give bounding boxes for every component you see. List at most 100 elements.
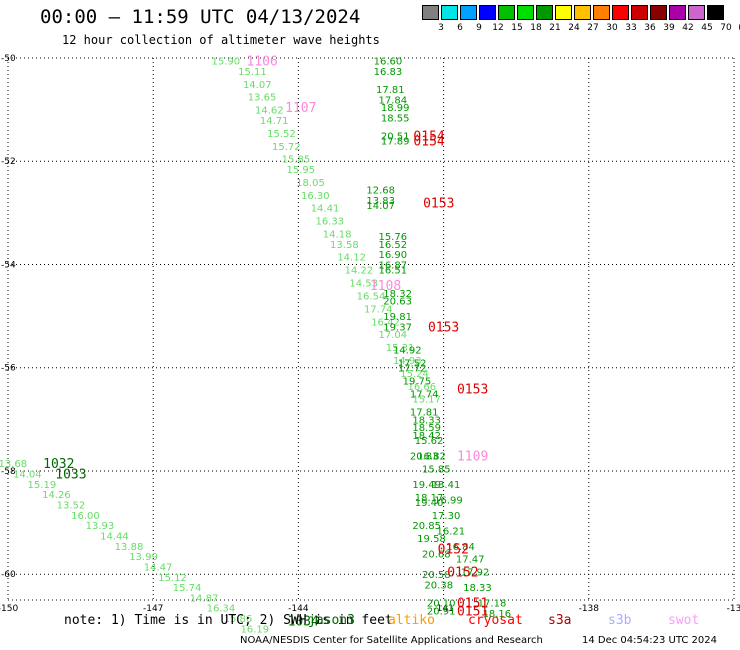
time-label: 1106 xyxy=(246,55,277,70)
x-tick-label: -13 xyxy=(727,604,740,614)
swh-value-label: 16.54 xyxy=(357,291,386,302)
time-label: 0151 xyxy=(457,604,488,619)
time-label: 0151 xyxy=(457,597,488,612)
swh-value-label: 16.66 xyxy=(407,382,436,393)
time-label: 0153 xyxy=(457,382,488,397)
swh-value-label: 15.90 xyxy=(211,57,240,68)
swh-value-label: 15.12 xyxy=(158,573,187,584)
swh-value-label: 13.68 xyxy=(0,459,27,470)
swh-value-label: 15.24 xyxy=(400,369,429,380)
swh-value-label: 18.99 xyxy=(381,103,410,114)
colorbar-label: 15 xyxy=(511,23,523,33)
x-tick-label: -147 xyxy=(143,604,163,614)
swh-value-label: 15.76 xyxy=(378,232,407,243)
chart-subtitle: 12 hour collection of altimeter wave hei… xyxy=(62,33,380,47)
time-label: 1033 xyxy=(55,468,86,483)
colorbar-swatch xyxy=(517,5,534,20)
time-label: 0153 xyxy=(428,320,459,335)
swh-value-label: 20.63 xyxy=(383,297,412,308)
colorbar-label: 27 xyxy=(587,23,599,33)
swh-value-label: 14.04 xyxy=(13,470,42,481)
swh-value-label: 14.41 xyxy=(311,204,340,215)
swh-value-label: 18.16 xyxy=(483,609,512,620)
colorbar-swatch xyxy=(707,5,724,20)
x-tick-label: -141 xyxy=(433,604,453,614)
time-label: 1107 xyxy=(285,101,316,116)
swh-value-label: 14.44 xyxy=(100,531,129,542)
chart-title: 00:00 – 11:59 UTC 04/13/2024 xyxy=(40,6,361,28)
swh-value-label: 14.22 xyxy=(345,266,374,277)
colorbar-label: 30 xyxy=(606,23,618,33)
swh-value-label: 15.72 xyxy=(272,142,301,153)
colorbar-label: 24 xyxy=(568,23,580,33)
legend-note: note: 1) Time is in UTC; 2) SWH is in fe… xyxy=(64,613,393,628)
colorbar-swatch xyxy=(555,5,572,20)
swh-value-label: 13.65 xyxy=(248,93,277,104)
swh-value-label: 16.90 xyxy=(378,250,407,261)
swh-value-label: 20.58 xyxy=(422,570,451,581)
swh-value-label: 16.82 xyxy=(417,451,446,462)
satellite-legend-altiko: altiko xyxy=(388,613,435,628)
colorbar-label: 12 xyxy=(492,23,504,33)
colorbar-swatch xyxy=(593,5,610,20)
swh-value-label: 14.71 xyxy=(260,116,289,127)
swh-value-label: 16.30 xyxy=(301,191,330,202)
colorbar-swatch xyxy=(479,5,496,20)
swh-value-label: 16.19 xyxy=(241,624,270,635)
swh-value-label: 18.42 xyxy=(412,431,441,442)
swh-value-label: 15.85 xyxy=(282,155,311,166)
swh-value-label: 19.75 xyxy=(403,377,432,388)
swh-value-label: 15.85 xyxy=(422,464,451,475)
swh-value-label: 16.99 xyxy=(434,495,463,506)
x-tick-label: -150 xyxy=(0,604,18,614)
swh-value-label: 18.33 xyxy=(463,583,492,594)
swh-value-label: 20.91 xyxy=(427,606,456,617)
swh-value-label: 13.41 xyxy=(432,480,461,491)
swh-value-label: 15.62 xyxy=(415,436,444,447)
swh-value-label: 14.93 xyxy=(393,356,422,367)
colorbar-swatch xyxy=(498,5,515,20)
swh-value-label: 14.62 xyxy=(255,106,284,117)
swh-value-label: 14.47 xyxy=(144,562,173,573)
time-label: 0154 xyxy=(413,135,444,150)
swh-value-label: 13.88 xyxy=(115,542,144,553)
time-label: 1034 xyxy=(288,615,319,630)
swh-value-label: 17.81 xyxy=(376,85,405,96)
colorbar-swatch xyxy=(612,5,629,20)
swh-value-label: 15.19 xyxy=(28,480,57,491)
swh-value-label: 15.11 xyxy=(238,67,267,78)
satellite-legend-s3b: s3b xyxy=(608,613,632,628)
colorbar-label: 45 xyxy=(701,23,713,33)
time-label: 0154 xyxy=(413,129,444,144)
swh-value-label: 18.59 xyxy=(412,423,441,434)
swh-value-label: 14.07 xyxy=(243,80,272,91)
colorbar-label: 21 xyxy=(549,23,561,33)
time-label: 0153 xyxy=(423,197,454,212)
swh-value-label: 13.99 xyxy=(129,552,158,563)
swh-value-label: 16.51 xyxy=(378,266,407,277)
credit-text: NOAA/NESDIS Center for Satellite Applica… xyxy=(240,635,543,646)
colorbar-swatch xyxy=(460,5,477,20)
swh-value-label: 20.38 xyxy=(424,581,453,592)
swh-value-label: 18.17 xyxy=(415,493,444,504)
swh-value-label: 14.53 xyxy=(349,279,378,290)
swh-value-label: 17.47 xyxy=(456,555,485,566)
swh-value-label: 20.83 xyxy=(410,451,439,462)
satellite-legend-swot: swot xyxy=(668,613,700,628)
swh-value-label: 19.81 xyxy=(383,312,412,323)
swh-value-label: 20.85 xyxy=(412,521,441,532)
swh-value-label: 17.72 xyxy=(398,364,427,375)
swh-value-label: 17.74 xyxy=(410,390,439,401)
swh-value-label: 16.52 xyxy=(378,240,407,251)
swh-value-label: 17.52 xyxy=(398,359,427,370)
timestamp-text: 14 Dec 04:54:23 UTC 2024 xyxy=(582,635,717,646)
swh-value-label: 14.92 xyxy=(393,346,422,357)
y-tick-label: -52 xyxy=(1,157,16,167)
swh-value-label: 16.83 xyxy=(374,67,403,78)
swh-value-label: 15.95 xyxy=(286,165,315,176)
swh-value-label: 16.21 xyxy=(437,526,466,537)
x-tick-label: -144 xyxy=(288,604,309,614)
swh-value-label: 17.30 xyxy=(432,511,461,522)
swh-value-label: 14.26 xyxy=(42,490,71,501)
